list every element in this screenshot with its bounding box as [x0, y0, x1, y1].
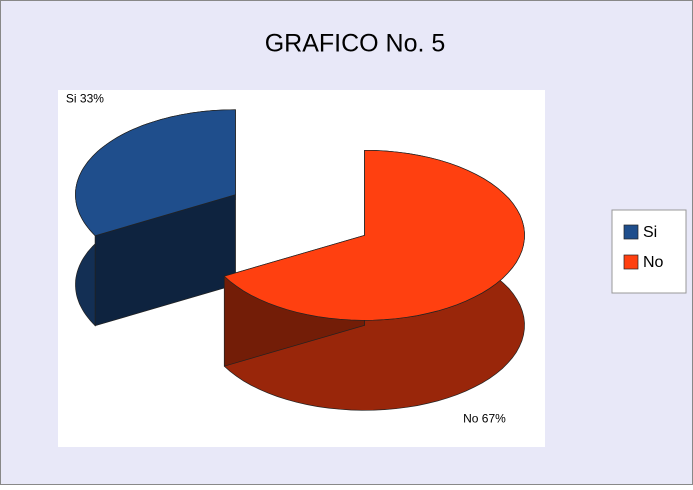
legend-swatch: [623, 224, 639, 240]
data-label: Si 33%: [66, 92, 104, 106]
legend-box: [611, 209, 687, 294]
slice: [223, 149, 525, 321]
legend-label: Si: [643, 224, 657, 241]
legend-swatch: [623, 254, 639, 270]
legend-label: No: [643, 254, 664, 271]
chart-title: GRAFICO No. 5: [265, 30, 446, 58]
data-label: No 67%: [463, 412, 506, 426]
slice: [75, 109, 236, 237]
